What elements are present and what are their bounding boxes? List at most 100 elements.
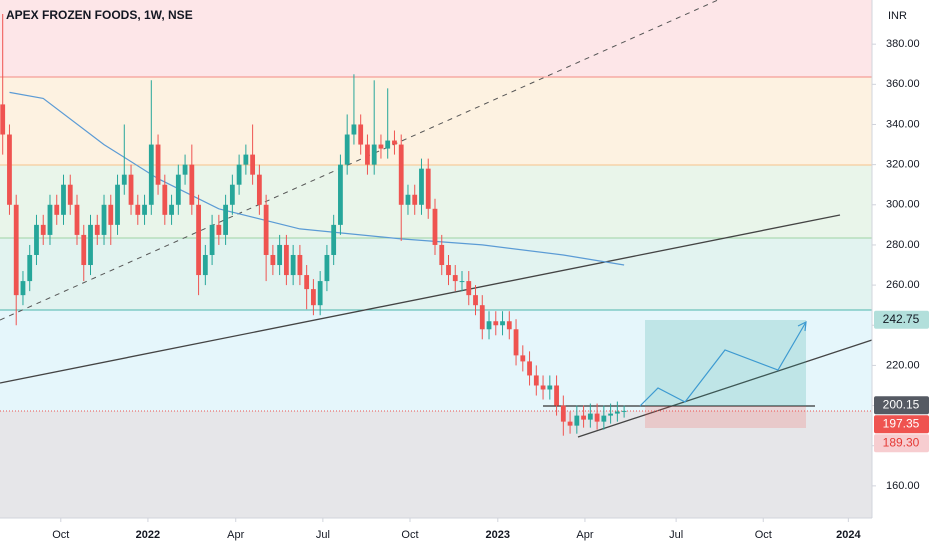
candle-body xyxy=(135,204,141,215)
candle-body xyxy=(202,254,208,276)
candle-body xyxy=(88,224,93,266)
y-tick-label: 300.00 xyxy=(886,199,920,211)
candle-body xyxy=(311,289,316,306)
candle-body xyxy=(182,164,188,175)
y-tick-label: 320.00 xyxy=(886,159,920,171)
candle-body xyxy=(101,204,107,235)
candle-body xyxy=(148,144,154,205)
x-tick-label: Jul xyxy=(316,529,330,541)
drawings xyxy=(0,0,873,438)
candle-body xyxy=(412,194,418,205)
candle-body xyxy=(169,204,174,215)
x-tick-label: Apr xyxy=(227,529,244,541)
price-label: 197.35 xyxy=(883,416,920,430)
candle-body xyxy=(209,224,215,255)
candle-body xyxy=(479,305,485,330)
axes: 160.00180.00200.00220.00240.00260.00280.… xyxy=(52,38,929,541)
bottom-axis-bg xyxy=(0,518,932,550)
candle-body xyxy=(189,164,195,205)
candle-body xyxy=(263,204,269,255)
candle-body xyxy=(27,254,33,282)
y-tick-label: 280.00 xyxy=(886,239,920,251)
candle-body xyxy=(324,254,330,282)
candle-body xyxy=(351,124,357,135)
candle-body xyxy=(587,413,593,420)
currency-label: INR xyxy=(888,10,907,22)
stop-zone xyxy=(645,406,806,428)
candle-body xyxy=(614,411,620,414)
candle-body xyxy=(229,184,235,205)
candle-body xyxy=(243,154,249,165)
candle-body xyxy=(533,375,539,386)
candle-body xyxy=(432,208,438,245)
x-tick-label: Oct xyxy=(52,529,69,541)
candle-body xyxy=(61,184,66,215)
x-tick-label: Oct xyxy=(755,529,772,541)
candle-body xyxy=(398,144,404,205)
candle-body xyxy=(331,224,337,255)
candle-body xyxy=(392,140,397,145)
trendline xyxy=(577,339,873,438)
candle-body xyxy=(121,174,127,185)
candle-body xyxy=(513,329,519,356)
candle-body xyxy=(547,385,553,390)
candle-body xyxy=(371,144,377,165)
candle-body xyxy=(54,204,60,215)
candle-body xyxy=(74,204,80,235)
candle-body xyxy=(317,281,323,306)
candle-body xyxy=(527,361,532,376)
x-tick-label: 2023 xyxy=(486,529,510,541)
band xyxy=(0,0,872,77)
price-label-box xyxy=(874,434,929,453)
x-tick-label: 2022 xyxy=(136,529,160,541)
candle-body xyxy=(574,415,580,426)
candle-body xyxy=(439,244,445,266)
candle-body xyxy=(466,281,472,296)
candle-body xyxy=(283,244,289,276)
candle-body xyxy=(601,415,607,422)
candle-body xyxy=(270,254,276,266)
band xyxy=(0,77,872,165)
y-tick-label: 380.00 xyxy=(886,38,920,50)
candle-body xyxy=(67,184,73,205)
chart-title: APEX FROZEN FOODS, 1W, NSE xyxy=(6,8,193,22)
candle-body xyxy=(567,421,573,426)
candle-body xyxy=(250,154,256,175)
candle-body xyxy=(277,244,283,266)
candle-body xyxy=(40,224,46,235)
x-tick-label: Oct xyxy=(401,529,418,541)
candle-body xyxy=(385,140,391,149)
moving-average xyxy=(9,91,625,266)
candle-body xyxy=(34,224,39,255)
candle-body xyxy=(338,164,343,225)
candle-body xyxy=(196,204,201,276)
price-label-box xyxy=(874,310,929,329)
candle-body xyxy=(236,164,242,185)
price-label-box xyxy=(874,396,929,415)
x-tick-label: Jul xyxy=(669,529,683,541)
candle-body xyxy=(358,124,364,145)
candle-body xyxy=(459,281,465,283)
candle-body xyxy=(500,321,505,326)
candle-body xyxy=(94,224,100,235)
candle-body xyxy=(378,144,384,149)
candle-body xyxy=(297,254,303,276)
candle-body xyxy=(446,265,451,276)
candle-body xyxy=(216,224,222,235)
candle-body xyxy=(81,234,87,266)
y-tick-label: 220.00 xyxy=(886,359,920,371)
plot xyxy=(0,14,627,436)
candle-body xyxy=(344,134,350,165)
candle-body xyxy=(175,174,181,205)
candle-body xyxy=(142,204,147,215)
band xyxy=(0,310,872,411)
candle-body xyxy=(155,144,161,185)
candle-body xyxy=(128,174,134,205)
price-label-box xyxy=(874,415,929,434)
candle-body xyxy=(540,385,546,390)
dashed-trendline xyxy=(0,0,719,321)
candle-body xyxy=(13,204,19,296)
candle-body xyxy=(108,204,114,225)
candle-body xyxy=(560,405,566,422)
